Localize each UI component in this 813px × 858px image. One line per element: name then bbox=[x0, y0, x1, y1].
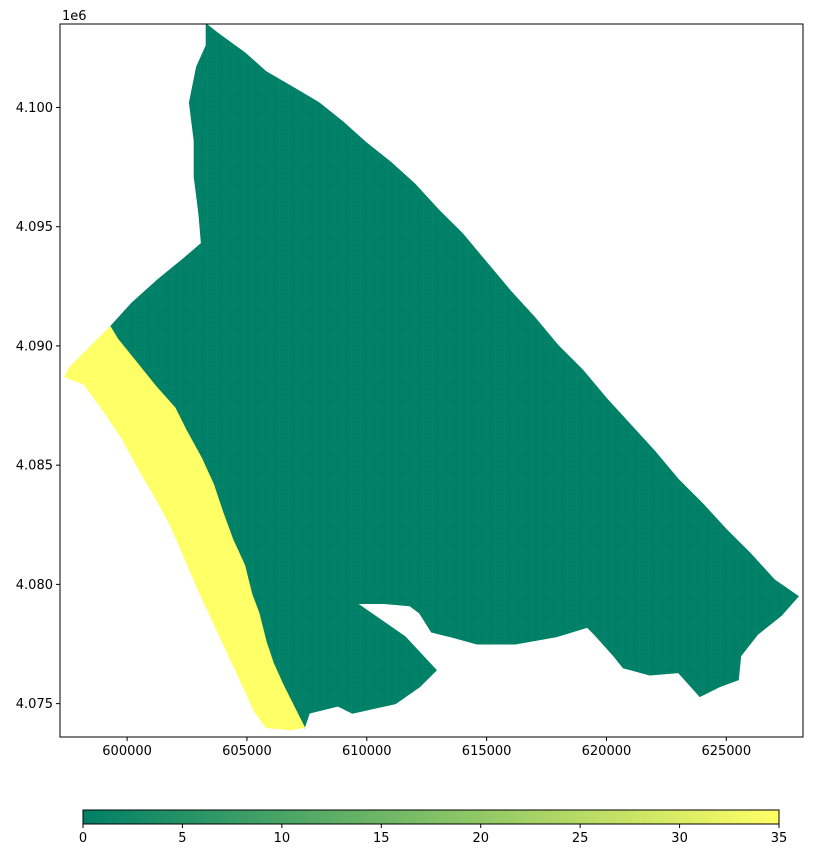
x-tick-label: 620000 bbox=[582, 744, 632, 759]
y-tick-label: 4.100 bbox=[16, 101, 53, 116]
x-axis-ticks: 600000 605000 610000 615000 620000 625000 bbox=[102, 737, 751, 759]
x-tick-label: 625000 bbox=[701, 744, 751, 759]
colorbar-tick-label: 5 bbox=[178, 831, 186, 846]
y-offset-label: 1e6 bbox=[62, 9, 87, 24]
colorbar bbox=[82, 809, 780, 825]
y-tick-label: 4.090 bbox=[16, 339, 53, 354]
y-tick-label: 4.085 bbox=[16, 459, 53, 474]
colorbar-tick-label: 10 bbox=[274, 831, 291, 846]
x-tick-label: 615000 bbox=[462, 744, 512, 759]
x-tick-label: 600000 bbox=[102, 744, 152, 759]
region-mesh-1 bbox=[64, 326, 305, 730]
x-tick-label: 605000 bbox=[222, 744, 272, 759]
colorbar-ticks: 0 5 10 15 20 25 30 35 bbox=[79, 824, 787, 846]
y-tick-label: 4.080 bbox=[16, 578, 53, 593]
map-regions bbox=[64, 22, 799, 731]
colorbar-tick-label: 0 bbox=[79, 831, 87, 846]
y-tick-label: 4.075 bbox=[16, 697, 53, 712]
colorbar-tick-label: 35 bbox=[771, 831, 788, 846]
y-tick-label: 4.095 bbox=[16, 220, 53, 235]
colorbar-tick-label: 30 bbox=[671, 831, 688, 846]
y-axis-ticks: 4.075 4.080 4.085 4.090 4.095 4.100 bbox=[16, 101, 60, 712]
x-tick-label: 610000 bbox=[342, 744, 392, 759]
axes-frame bbox=[59, 23, 804, 738]
colorbar-tick-label: 20 bbox=[472, 831, 489, 846]
colorbar-tick-label: 25 bbox=[572, 831, 589, 846]
region-mesh-0 bbox=[110, 24, 799, 728]
colorbar-tick-label: 15 bbox=[373, 831, 390, 846]
